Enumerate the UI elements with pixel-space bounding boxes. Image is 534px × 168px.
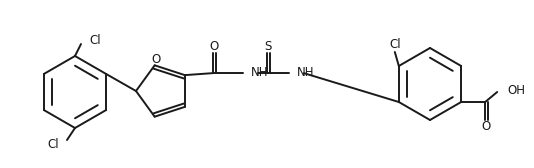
Text: O: O: [209, 40, 218, 53]
Text: S: S: [264, 40, 271, 53]
Text: NH: NH: [297, 66, 315, 79]
Text: Cl: Cl: [389, 38, 400, 52]
Text: Cl: Cl: [89, 33, 100, 47]
Text: NH: NH: [251, 66, 269, 79]
Text: Cl: Cl: [48, 138, 59, 152]
Text: O: O: [482, 120, 491, 134]
Text: OH: OH: [507, 83, 525, 96]
Text: O: O: [151, 53, 160, 66]
